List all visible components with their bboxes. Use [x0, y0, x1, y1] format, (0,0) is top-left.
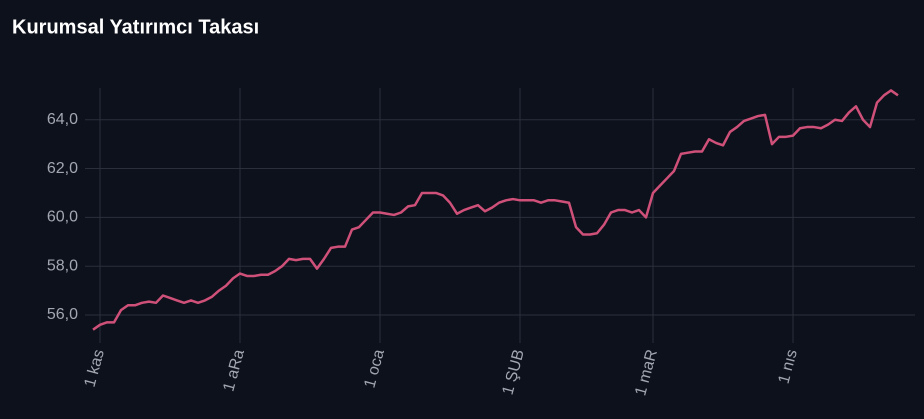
x-tick-label: 1 ŞUB	[500, 348, 528, 397]
y-tick-label: 62,0	[47, 160, 78, 177]
x-tick-label: 1 oca	[361, 348, 388, 390]
x-tick-label: 1 nıs	[776, 348, 801, 386]
line-series	[92, 89, 899, 331]
x-tick-label: 1 kas	[82, 348, 108, 389]
y-tick-label: 58,0	[47, 257, 78, 274]
y-tick-label: 60,0	[47, 209, 78, 226]
chart-title: Kurumsal Yatırımcı Takası	[12, 16, 259, 38]
y-tick-label: 64,0	[47, 111, 78, 128]
x-tick-label: 1 maR	[632, 348, 661, 398]
x-tick-label: 1 aRa	[220, 348, 248, 394]
y-tick-label: 56,0	[47, 306, 78, 323]
